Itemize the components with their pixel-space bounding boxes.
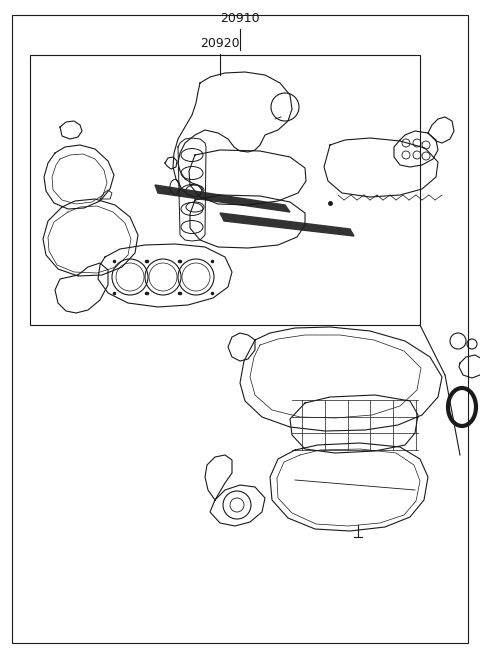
Text: 20920: 20920 [200, 37, 240, 50]
Bar [30, 55, 420, 325]
Polygon shape [155, 185, 290, 212]
Text: 20910: 20910 [220, 12, 260, 25]
Polygon shape [220, 213, 354, 236]
